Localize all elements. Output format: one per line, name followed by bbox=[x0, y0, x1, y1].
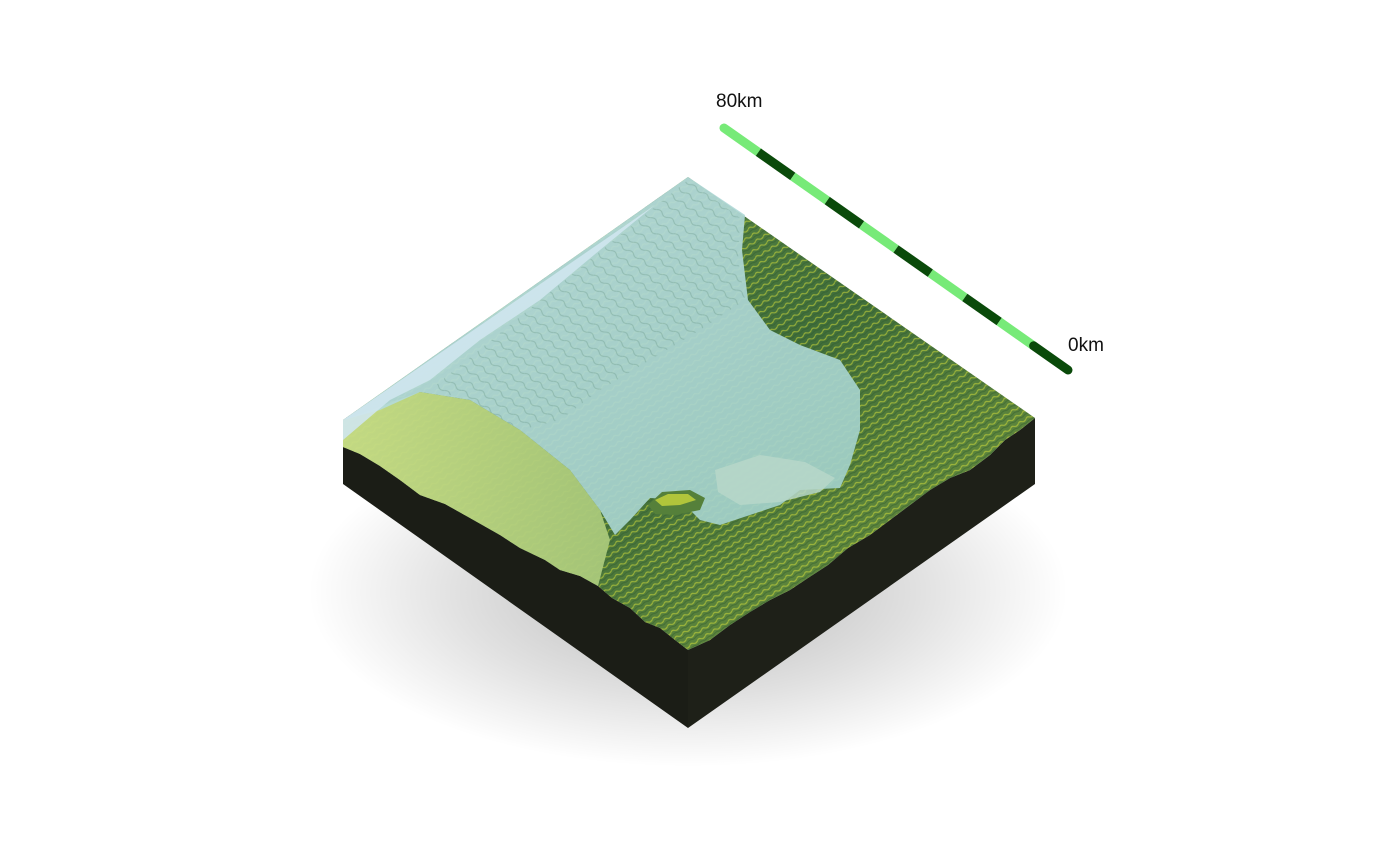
scale-bar-segment bbox=[893, 245, 933, 277]
scale-bar-segment bbox=[927, 269, 968, 302]
terrain-base-left-side bbox=[343, 447, 688, 728]
scale-bar-segment bbox=[719, 123, 763, 157]
scale-bar-segment bbox=[962, 293, 1002, 326]
scale-bar bbox=[719, 123, 1073, 375]
island-highlight bbox=[655, 494, 696, 506]
lowland-plain bbox=[343, 392, 610, 586]
scale-label-0km: 0km bbox=[1068, 335, 1104, 356]
seafloor-valleys-texture bbox=[430, 180, 745, 430]
lagoon bbox=[715, 455, 835, 505]
scale-label-80km: 80km bbox=[716, 91, 762, 112]
scale-bar-segment bbox=[1029, 341, 1073, 375]
scale-bar-segment bbox=[790, 172, 830, 205]
terrain-base-right-side bbox=[688, 418, 1035, 728]
water-edge-left bbox=[343, 205, 655, 440]
scale-bar-segment bbox=[996, 317, 1037, 350]
scale-bar-segment bbox=[859, 221, 899, 253]
scale-bar-segment bbox=[755, 148, 796, 181]
scale-bar-segment bbox=[824, 196, 865, 229]
